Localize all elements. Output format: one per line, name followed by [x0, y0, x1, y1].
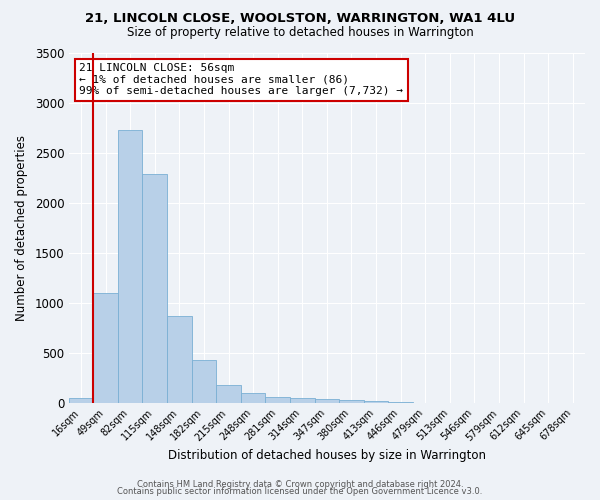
Text: Size of property relative to detached houses in Warrington: Size of property relative to detached ho…	[127, 26, 473, 39]
Bar	[314, 400, 339, 404]
Bar	[191, 360, 216, 404]
Bar	[94, 293, 118, 404]
Bar	[265, 398, 290, 404]
Text: Contains HM Land Registry data © Crown copyright and database right 2024.: Contains HM Land Registry data © Crown c…	[137, 480, 463, 489]
Text: 21 LINCOLN CLOSE: 56sqm
← 1% of detached houses are smaller (86)
99% of semi-det: 21 LINCOLN CLOSE: 56sqm ← 1% of detached…	[79, 63, 403, 96]
Bar	[241, 393, 265, 404]
Text: Contains public sector information licensed under the Open Government Licence v3: Contains public sector information licen…	[118, 487, 482, 496]
Text: 21, LINCOLN CLOSE, WOOLSTON, WARRINGTON, WA1 4LU: 21, LINCOLN CLOSE, WOOLSTON, WARRINGTON,…	[85, 12, 515, 26]
Bar	[118, 130, 142, 404]
Bar	[167, 316, 191, 404]
Bar	[290, 398, 314, 404]
Bar	[142, 174, 167, 404]
Bar	[364, 402, 388, 404]
Bar	[216, 385, 241, 404]
Y-axis label: Number of detached properties: Number of detached properties	[15, 135, 28, 321]
Bar	[388, 402, 413, 404]
X-axis label: Distribution of detached houses by size in Warrington: Distribution of detached houses by size …	[168, 450, 486, 462]
Bar	[339, 400, 364, 404]
Bar	[69, 398, 94, 404]
